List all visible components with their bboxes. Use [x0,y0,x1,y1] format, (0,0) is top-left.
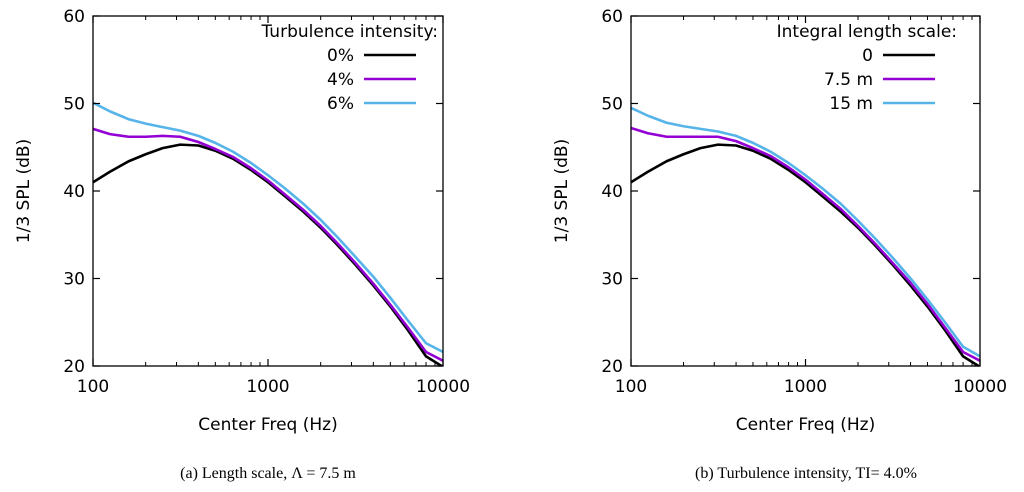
legend-label-1: 4% [327,70,354,90]
legend-label-0: 0% [327,46,354,66]
legend-title: Integral length scale: [777,22,957,42]
y-axis-label: 1/3 SPL (dB) [14,139,34,243]
legend-label-0: 0 [862,46,873,66]
y-tick-label: 50 [601,95,623,115]
legend-title: Turbulence intensity: [261,22,439,42]
chart-panel-a: 20 30 40 50 60 100 1000 10000 Center Freq (Hz) 1/… [14,7,470,435]
x-tick-label: 1000 [784,377,827,397]
x-axis-label: Center Freq (Hz) [198,415,337,435]
x-tick-label: 10000 [416,377,470,397]
legend-label-1: 7.5 m [824,70,873,90]
x-axis-label: Center Freq (Hz) [736,415,875,435]
series-line-0 [631,143,980,366]
y-tick-label: 60 [601,7,623,27]
y-tick-label: 20 [63,357,85,377]
y-tick-label: 30 [601,270,623,290]
chart-panel-b: 20 30 40 50 60 100 1000 10000 Center Freq (Hz) 1/… [552,7,1007,435]
series-line-1 [631,126,980,362]
y-tick-label: 30 [63,270,85,290]
legend-label-2: 6% [327,94,354,114]
series-line-0 [93,143,443,366]
plot-frame [630,15,981,367]
y-tick-label: 60 [63,7,85,27]
x-tick-label: 100 [615,377,647,397]
caption-a: (a) Length scale, Λ = 7.5 m [180,465,356,482]
series-line-1 [93,127,443,362]
x-tick-label: 100 [77,377,109,397]
x-tick-label: 10000 [953,377,1007,397]
y-tick-label: 40 [63,182,85,202]
y-tick-label: 40 [601,182,623,202]
y-tick-label: 20 [601,357,623,377]
series-line-2 [631,106,980,358]
y-tick-label: 50 [63,95,85,115]
legend-label-2: 15 m [829,94,873,114]
caption-b: (b) Turbulence intensity, TI= 4.0% [695,465,917,482]
x-tick-label: 1000 [246,377,289,397]
plot-frame [92,15,444,367]
y-axis-label: 1/3 SPL (dB) [552,139,572,243]
series-line-2 [93,101,443,354]
